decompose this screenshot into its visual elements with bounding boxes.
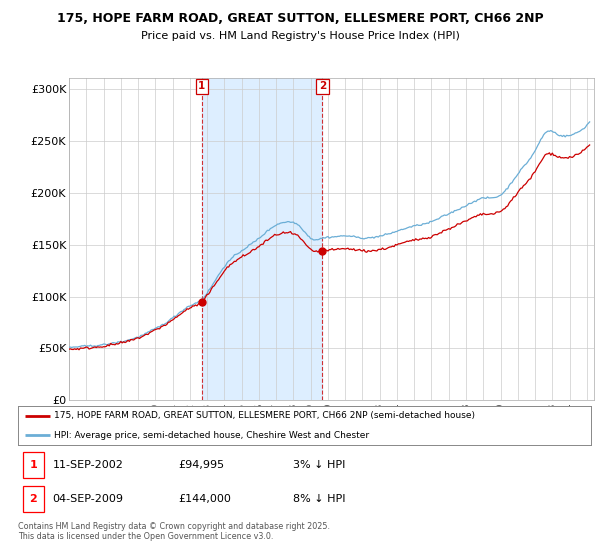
Text: 8% ↓ HPI: 8% ↓ HPI [293, 494, 346, 504]
Text: Price paid vs. HM Land Registry's House Price Index (HPI): Price paid vs. HM Land Registry's House … [140, 31, 460, 41]
Text: HPI: Average price, semi-detached house, Cheshire West and Chester: HPI: Average price, semi-detached house,… [53, 431, 368, 440]
Text: 2: 2 [319, 81, 326, 91]
Text: Contains HM Land Registry data © Crown copyright and database right 2025.
This d: Contains HM Land Registry data © Crown c… [18, 522, 330, 542]
Bar [202, 78, 322, 400]
Text: 1: 1 [198, 81, 205, 91]
Text: £144,000: £144,000 [178, 494, 232, 504]
Text: 11-SEP-2002: 11-SEP-2002 [52, 460, 123, 470]
Text: 175, HOPE FARM ROAD, GREAT SUTTON, ELLESMERE PORT, CH66 2NP: 175, HOPE FARM ROAD, GREAT SUTTON, ELLES… [56, 12, 544, 25]
FancyBboxPatch shape [23, 452, 44, 478]
Text: 175, HOPE FARM ROAD, GREAT SUTTON, ELLESMERE PORT, CH66 2NP (semi-detached house: 175, HOPE FARM ROAD, GREAT SUTTON, ELLES… [53, 411, 475, 421]
Text: £94,995: £94,995 [178, 460, 224, 470]
Text: 3% ↓ HPI: 3% ↓ HPI [293, 460, 346, 470]
Text: 04-SEP-2009: 04-SEP-2009 [52, 494, 124, 504]
Text: 1: 1 [29, 460, 37, 470]
FancyBboxPatch shape [23, 486, 44, 512]
Text: 2: 2 [29, 494, 37, 504]
